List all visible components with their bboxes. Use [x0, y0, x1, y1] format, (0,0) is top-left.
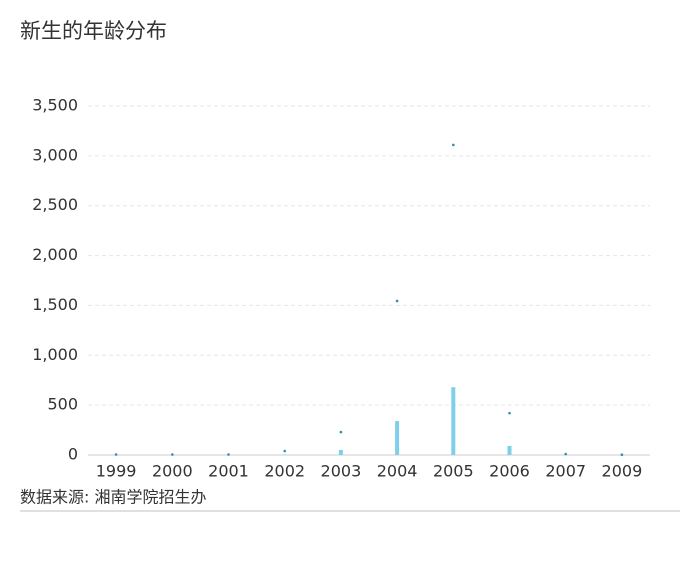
- x-tick-label: 2005: [433, 462, 474, 481]
- y-tick-label: 2,000: [32, 245, 78, 264]
- x-tick-label: 2006: [489, 462, 530, 481]
- y-tick-label: 3,000: [32, 145, 78, 164]
- x-tick-label: 2009: [602, 462, 643, 481]
- y-tick-label: 500: [47, 395, 78, 414]
- point: [115, 453, 118, 456]
- x-tick-label: 2007: [545, 462, 586, 481]
- bar: [451, 387, 455, 455]
- x-tick-label: 2003: [321, 462, 362, 481]
- x-tick-label: 2000: [152, 462, 193, 481]
- y-tick-label: 1,000: [32, 345, 78, 364]
- point: [621, 453, 624, 456]
- bar: [395, 421, 399, 455]
- x-tick-label: 2001: [208, 462, 249, 481]
- point: [283, 450, 286, 453]
- y-tick-label: 0: [68, 445, 78, 464]
- source-note: 数据来源: 湘南学院招生办: [20, 488, 206, 507]
- point: [340, 431, 343, 434]
- chart-title: 新生的年龄分布: [20, 19, 167, 43]
- y-tick-label: 1,500: [32, 295, 78, 314]
- point: [171, 453, 174, 456]
- x-tick-label: 1999: [96, 462, 137, 481]
- point: [396, 300, 399, 303]
- x-tick-label: 2002: [264, 462, 305, 481]
- x-tick-label: 2004: [377, 462, 418, 481]
- y-tick-label: 2,500: [32, 195, 78, 214]
- point: [508, 412, 511, 415]
- point: [227, 453, 230, 456]
- bar: [508, 446, 512, 455]
- bar: [339, 450, 343, 455]
- point: [564, 453, 567, 456]
- y-tick-label: 3,500: [32, 96, 78, 115]
- point: [452, 144, 455, 147]
